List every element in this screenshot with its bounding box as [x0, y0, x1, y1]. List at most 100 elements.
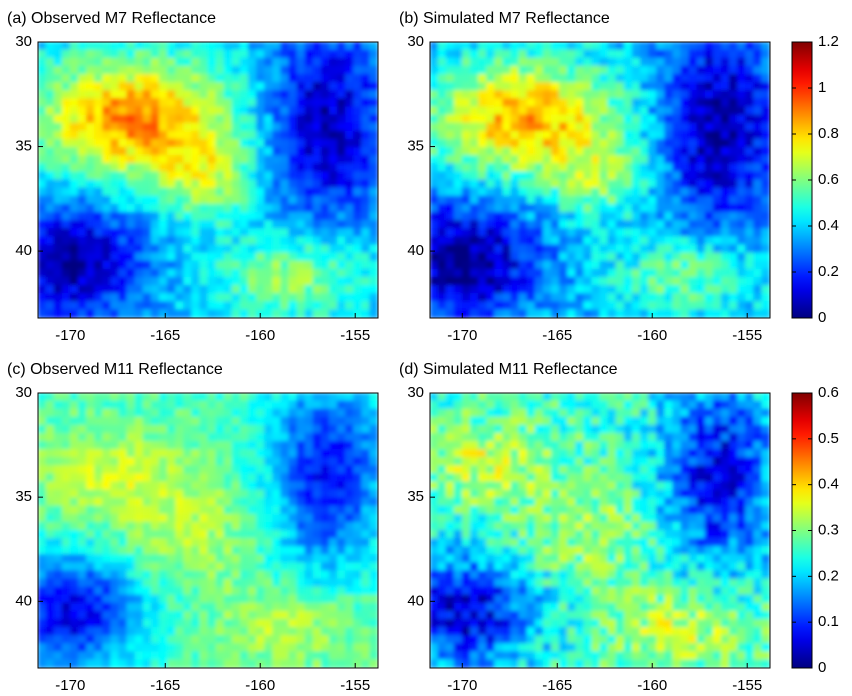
image-cell: [102, 57, 112, 67]
image-cell: [591, 268, 601, 278]
image-cell: [672, 90, 682, 100]
image-cell: [223, 505, 233, 515]
image-cell: [631, 293, 641, 303]
image-cell: [256, 505, 266, 515]
reflectance-image: [430, 42, 770, 318]
image-cell: [502, 49, 512, 59]
image-cell: [623, 393, 633, 402]
image-cell: [158, 252, 169, 262]
image-cell: [264, 546, 274, 556]
image-cell: [239, 497, 249, 507]
image-cell: [256, 554, 266, 564]
image-cell: [688, 408, 698, 418]
image-cell: [296, 244, 306, 254]
image-cell: [142, 618, 152, 629]
image-cell: [353, 521, 363, 531]
image-cell: [280, 122, 290, 132]
image-cell: [445, 449, 455, 459]
image-cell: [45, 489, 55, 499]
image-cell: [696, 171, 706, 181]
image-cell: [720, 187, 731, 197]
image-cell: [567, 65, 577, 75]
image-cell: [94, 90, 104, 100]
image-cell: [304, 82, 314, 92]
image-cell: [607, 114, 617, 124]
image-cell: [231, 489, 241, 499]
image-cell: [345, 465, 355, 475]
image-cell: [369, 586, 378, 596]
image-cell: [280, 106, 290, 116]
image-cell: [745, 309, 755, 318]
image-cell: [94, 408, 104, 418]
image-cell: [272, 659, 282, 668]
image-cell: [567, 236, 577, 246]
image-cell: [461, 416, 471, 426]
image-cell: [680, 187, 690, 197]
image-cell: [639, 489, 650, 499]
image-cell: [761, 42, 770, 51]
image-cell: [167, 293, 177, 303]
image-cell: [328, 643, 339, 653]
image-cell: [696, 179, 706, 189]
image-cell: [745, 82, 755, 92]
image-cell: [38, 408, 47, 418]
image-cell: [575, 147, 585, 157]
image-cell: [134, 408, 144, 418]
image-cell: [110, 65, 120, 75]
image-cell: [272, 244, 282, 254]
image-cell: [639, 98, 650, 108]
image-cell: [150, 562, 160, 572]
image-cell: [453, 220, 463, 230]
image-cell: [231, 651, 241, 661]
image-cell: [550, 106, 561, 116]
image-cell: [550, 416, 561, 426]
image-cell: [361, 562, 371, 572]
image-cell: [38, 309, 47, 318]
image-cell: [199, 73, 209, 84]
image-cell: [486, 155, 496, 165]
image-cell: [567, 228, 577, 238]
image-cell: [615, 106, 625, 116]
image-cell: [615, 424, 625, 434]
image-cell: [175, 276, 185, 287]
image-cell: [672, 416, 682, 426]
image-cell: [158, 489, 169, 499]
image-cell: [231, 449, 241, 459]
image-cell: [280, 73, 290, 84]
image-cell: [272, 635, 282, 645]
image-cell: [656, 393, 666, 402]
image-cell: [191, 635, 201, 645]
image-cell: [361, 659, 371, 668]
image-cell: [264, 220, 274, 230]
image-cell: [631, 138, 641, 149]
image-cell: [223, 252, 233, 262]
image-cell: [672, 408, 682, 418]
image-cell: [494, 276, 504, 287]
image-cell: [304, 276, 314, 287]
image-cell: [680, 473, 690, 483]
image-cell: [296, 643, 306, 653]
image-cell: [761, 163, 770, 173]
image-cell: [126, 393, 136, 402]
image-cell: [134, 82, 144, 92]
image-cell: [575, 449, 585, 459]
image-cell: [704, 130, 714, 140]
image-cell: [191, 73, 201, 84]
image-cell: [502, 106, 512, 116]
image-cell: [126, 610, 136, 620]
image-cell: [550, 82, 561, 92]
image-cell: [272, 155, 282, 165]
image-cell: [53, 57, 63, 67]
image-cell: [183, 441, 193, 451]
image-cell: [599, 301, 609, 311]
image-cell: [518, 122, 528, 132]
image-cell: [559, 244, 569, 254]
image-cell: [502, 82, 512, 92]
image-cell: [158, 309, 169, 318]
image-cell: [345, 659, 355, 668]
image-cell: [256, 268, 266, 278]
image-cell: [61, 106, 71, 116]
image-cell: [183, 416, 193, 426]
image-cell: [296, 610, 306, 620]
image-cell: [737, 432, 747, 443]
